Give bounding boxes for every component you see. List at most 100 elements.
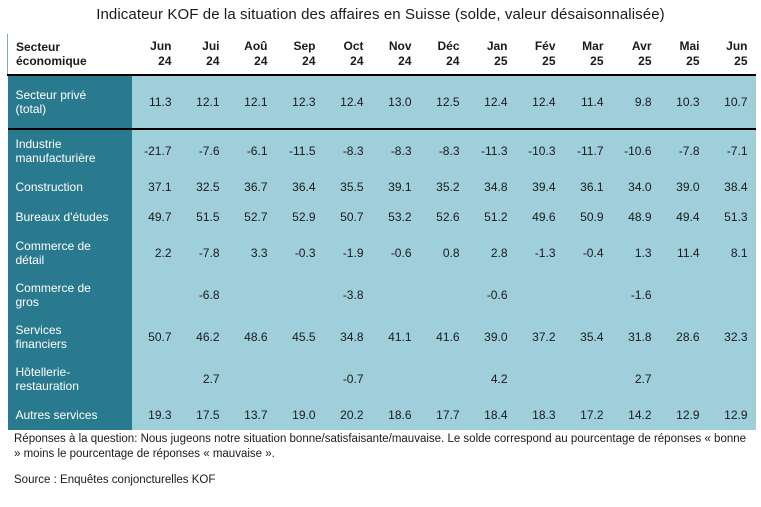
value-cell: 10.7 [707, 75, 756, 130]
value-cell: 2.7 [179, 358, 228, 400]
value-cell: 51.3 [707, 202, 756, 232]
column-header: Sep 24 [275, 34, 324, 76]
value-cell: 38.4 [707, 172, 756, 202]
value-cell: -0.7 [323, 358, 372, 400]
sector-header-line1: Secteur [16, 40, 61, 54]
column-header: Oct 24 [323, 34, 372, 76]
sector-label-line1: Industrie [15, 137, 62, 151]
value-cell: 17.7 [419, 400, 468, 430]
value-cell: 50.7 [131, 316, 180, 358]
value-cell: -1.6 [611, 274, 660, 316]
column-year: 24 [206, 54, 220, 68]
value-cell: 18.4 [467, 400, 516, 430]
value-cell: 36.7 [227, 172, 276, 202]
value-cell [659, 274, 708, 316]
value-cell: 32.5 [179, 172, 228, 202]
value-cell: -6.8 [179, 274, 228, 316]
sector-label-line1: Bureaux d'études [15, 210, 109, 224]
column-month: Mar [582, 39, 604, 53]
value-cell: 2.7 [611, 358, 660, 400]
sector-label: Secteur privé (total) [7, 75, 132, 130]
column-year: 24 [254, 54, 268, 68]
value-cell [515, 358, 564, 400]
value-cell: 20.2 [323, 400, 372, 430]
column-year: 25 [542, 54, 556, 68]
value-cell: -3.8 [323, 274, 372, 316]
value-cell: 4.2 [467, 358, 516, 400]
sector-label-line1: Services [15, 323, 62, 337]
value-cell: -8.3 [419, 129, 468, 172]
sector-label-line1: Construction [15, 180, 83, 194]
value-cell: 39.1 [371, 172, 420, 202]
value-cell: 35.4 [563, 316, 612, 358]
value-cell: 19.3 [131, 400, 180, 430]
footnote: Réponses à la question: Nous jugeons not… [14, 433, 747, 460]
sector-label-line2: financiers [15, 337, 67, 351]
sector-header-line2: économique [16, 54, 87, 68]
table-title: Indicateur KOF de la situation des affai… [96, 6, 665, 23]
value-cell: 39.4 [515, 172, 564, 202]
value-cell [515, 274, 564, 316]
sector-label-line2: manufacturière [15, 151, 96, 165]
column-month: Déc [437, 39, 460, 53]
column-header: Jun 24 [131, 34, 180, 76]
value-cell [131, 358, 180, 400]
value-cell: 13.7 [227, 400, 276, 430]
value-cell: 12.1 [179, 75, 228, 130]
value-cell: 52.7 [227, 202, 276, 232]
column-month: Oct [343, 39, 364, 53]
value-cell: 39.0 [659, 172, 708, 202]
column-year: 25 [638, 54, 652, 68]
value-cell: 48.9 [611, 202, 660, 232]
value-cell: -10.3 [515, 129, 564, 172]
value-cell: 32.3 [707, 316, 756, 358]
value-cell: -8.3 [323, 129, 372, 172]
value-cell: 18.6 [371, 400, 420, 430]
value-cell: 45.5 [275, 316, 324, 358]
total-row: Secteur privé (total) 11.3 12.1 12.1 12.3 12.4… [7, 75, 756, 130]
value-cell: 12.9 [707, 400, 756, 430]
column-year: 25 [686, 54, 700, 68]
value-cell: 35.2 [419, 172, 468, 202]
sector-label: Commerce de détail [7, 232, 132, 274]
value-cell [419, 358, 468, 400]
column-year: 24 [446, 54, 460, 68]
value-cell [371, 358, 420, 400]
value-cell: 34.0 [611, 172, 660, 202]
value-cell: 19.0 [275, 400, 324, 430]
value-cell: 11.4 [659, 232, 708, 274]
sector-label: Services financiers [7, 316, 132, 358]
value-cell: 12.4 [515, 75, 564, 130]
value-cell: 14.2 [611, 400, 660, 430]
value-cell: -0.6 [371, 232, 420, 274]
value-cell: 0.8 [419, 232, 468, 274]
value-cell: 17.5 [179, 400, 228, 430]
source-note: Source : Enquêtes conjoncturelles KOF [14, 474, 216, 486]
value-cell: -0.4 [563, 232, 612, 274]
value-cell [659, 358, 708, 400]
sector-label: Autres services [7, 400, 132, 430]
table-row: Bureaux d'études 49.7 51.5 52.7 52.9 50.7 53.2… [7, 202, 756, 232]
column-month: Mai [679, 39, 700, 53]
column-month: Jun [150, 39, 172, 53]
value-cell: 34.8 [323, 316, 372, 358]
sector-label-line1: Secteur privé [15, 88, 87, 102]
value-cell: 41.1 [371, 316, 420, 358]
value-cell [419, 274, 468, 316]
column-header: Jui 24 [179, 34, 228, 76]
value-cell: 28.6 [659, 316, 708, 358]
table-row: Autres services 19.3 17.5 13.7 19.0 20.2 18.6 1… [7, 400, 756, 430]
sector-label-line1: Autres services [15, 408, 98, 422]
kof-table: Secteur économique Jun 24 Jui 24 Aoû 24 Sep 24 O… [7, 34, 756, 430]
value-cell: 37.2 [515, 316, 564, 358]
value-cell: -8.3 [371, 129, 420, 172]
value-cell: 12.5 [419, 75, 468, 130]
value-cell: -1.9 [323, 232, 372, 274]
value-cell: 12.1 [227, 75, 276, 130]
value-cell: -11.3 [467, 129, 516, 172]
value-cell: -1.3 [515, 232, 564, 274]
value-cell: 37.1 [131, 172, 180, 202]
value-cell: 50.9 [563, 202, 612, 232]
sector-label: Commerce de gros [7, 274, 132, 316]
value-cell: 36.1 [563, 172, 612, 202]
